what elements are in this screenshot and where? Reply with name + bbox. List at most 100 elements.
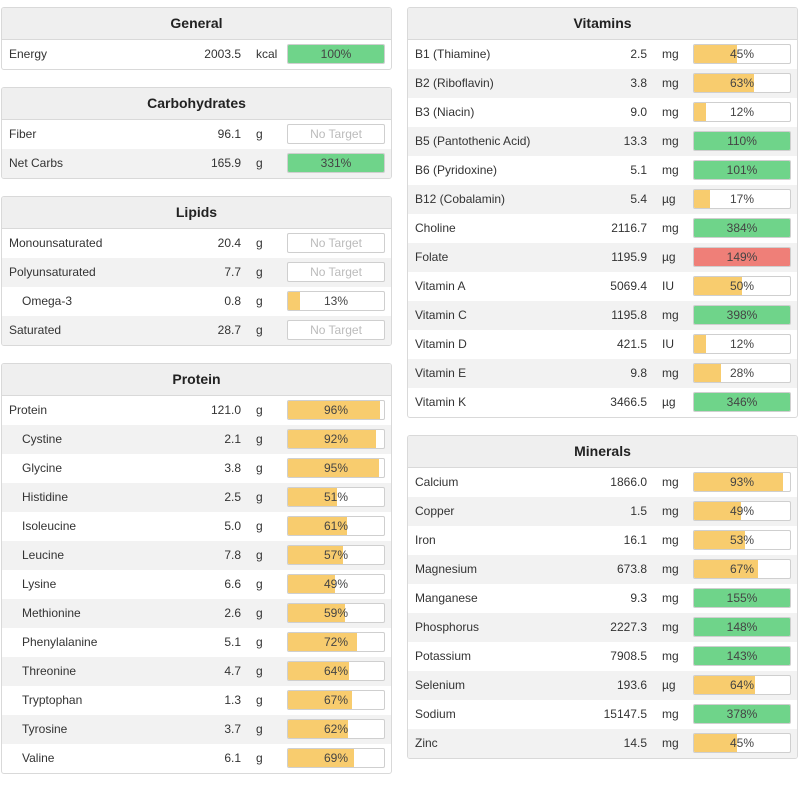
nutrient-row-methionine[interactable]: Methionine 2.6 g 59% [2,599,391,628]
nutrient-row-calcium[interactable]: Calcium 1866.0 mg 93% [408,468,797,497]
nutrient-row-copper[interactable]: Copper 1.5 mg 49% [408,497,797,526]
progress-label: No Target [310,236,362,250]
nutrient-row-leucine[interactable]: Leucine 7.8 g 57% [2,541,391,570]
nutrient-amount: 13.3 [623,134,647,148]
nutrient-amount: 20.4 [217,236,241,250]
nutrient-name: Tryptophan [22,693,83,707]
nutrient-amount: 3.8 [224,461,241,475]
nutrient-name: Net Carbs [9,156,64,170]
target-progress-bar: 17% [693,189,791,209]
target-progress-bar: 67% [693,559,791,579]
progress-label: 398% [726,308,758,322]
nutrient-amount: 165.9 [210,156,241,170]
nutrient-row-vitamin-a[interactable]: Vitamin A 5069.4 IU 50% [408,272,797,301]
nutrient-row-glycine[interactable]: Glycine 3.8 g 95% [2,454,391,483]
nutrient-row-selenium[interactable]: Selenium 193.6 µg 64% [408,671,797,700]
nutrient-unit: g [256,722,263,736]
nutrient-row-threonine[interactable]: Threonine 4.7 g 64% [2,657,391,686]
nutrient-row-iron[interactable]: Iron 16.1 mg 53% [408,526,797,555]
target-progress-bar: 57% [287,545,385,565]
progress-fill [288,604,345,622]
progress-label: 17% [729,192,755,206]
nutrient-row-vitamin-c[interactable]: Vitamin C 1195.8 mg 398% [408,301,797,330]
nutrient-amount: 16.1 [623,533,647,547]
target-progress-bar: 384% [693,218,791,238]
progress-label: No Target [310,127,362,141]
progress-label: 63% [729,76,755,90]
progress-fill [288,292,301,310]
nutrient-row-omega-3[interactable]: Omega-3 0.8 g 13% [2,287,391,316]
nutrient-row-b5-pantothenic-acid[interactable]: B5 (Pantothenic Acid) 13.3 mg 110% [408,127,797,156]
nutrient-name: Vitamin A [415,279,466,293]
nutrient-row-manganese[interactable]: Manganese 9.3 mg 155% [408,584,797,613]
nutrient-row-b2-riboflavin[interactable]: B2 (Riboflavin) 3.8 mg 63% [408,69,797,98]
nutrient-name: Folate [415,250,449,264]
nutrient-name: Isoleucine [22,519,77,533]
nutrient-name: Glycine [22,461,63,475]
progress-label: 28% [729,366,755,380]
progress-fill [694,531,745,549]
nutrient-unit: µg [662,678,676,692]
nutrient-row-zinc[interactable]: Zinc 14.5 mg 45% [408,729,797,758]
nutrient-row-saturated[interactable]: Saturated 28.7 g No Target [2,316,391,345]
nutrient-row-cystine[interactable]: Cystine 2.1 g 92% [2,425,391,454]
nutrient-row-net-carbs[interactable]: Net Carbs 165.9 g 331% [2,149,391,178]
nutrient-row-lysine[interactable]: Lysine 6.6 g 49% [2,570,391,599]
target-progress-bar: 53% [693,530,791,550]
nutrient-row-isoleucine[interactable]: Isoleucine 5.0 g 61% [2,512,391,541]
progress-label: 69% [323,751,349,765]
target-progress-bar: 149% [693,247,791,267]
target-progress-bar: 101% [693,160,791,180]
nutrient-unit: g [256,664,263,678]
progress-label: 13% [323,294,349,308]
nutrient-name: Choline [415,221,456,235]
nutrient-name: Monounsaturated [9,236,103,250]
nutrient-unit: g [256,577,263,591]
target-progress-bar: No Target [287,233,385,253]
nutrient-row-tyrosine[interactable]: Tyrosine 3.7 g 62% [2,715,391,744]
progress-label: 155% [726,591,758,605]
nutrient-row-monounsaturated[interactable]: Monounsaturated 20.4 g No Target [2,229,391,258]
nutrient-row-valine[interactable]: Valine 6.1 g 69% [2,744,391,773]
progress-fill [694,219,790,237]
progress-label: 61% [323,519,349,533]
nutrient-amount: 3.8 [630,76,647,90]
progress-fill [694,734,738,752]
nutrient-row-choline[interactable]: Choline 2116.7 mg 384% [408,214,797,243]
nutrient-row-histidine[interactable]: Histidine 2.5 g 51% [2,483,391,512]
nutrient-row-folate[interactable]: Folate 1195.9 µg 149% [408,243,797,272]
nutrient-row-b12-cobalamin[interactable]: B12 (Cobalamin) 5.4 µg 17% [408,185,797,214]
nutrient-row-phenylalanine[interactable]: Phenylalanine 5.1 g 72% [2,628,391,657]
nutrient-row-energy[interactable]: Energy 2003.5 kcal 100% [2,40,391,69]
nutrient-row-sodium[interactable]: Sodium 15147.5 mg 378% [408,700,797,729]
nutrient-name: Vitamin K [415,395,467,409]
target-progress-bar: 12% [693,102,791,122]
nutrient-row-fiber[interactable]: Fiber 96.1 g No Target [2,120,391,149]
protein-panel: Protein Protein 121.0 g 96% Cystine 2.1 g 92% Gly… [1,363,392,774]
nutrient-amount: 2.5 [224,490,241,504]
progress-label: 51% [323,490,349,504]
nutrient-amount: 5.1 [630,163,647,177]
nutrient-row-tryptophan[interactable]: Tryptophan 1.3 g 67% [2,686,391,715]
nutrient-row-vitamin-d[interactable]: Vitamin D 421.5 IU 12% [408,330,797,359]
nutrient-row-protein[interactable]: Protein 121.0 g 96% [2,396,391,425]
vitamins-panel: Vitamins B1 (Thiamine) 2.5 mg 45% B2 (Ribofla… [407,7,798,418]
nutrient-row-magnesium[interactable]: Magnesium 673.8 mg 67% [408,555,797,584]
target-progress-bar: 64% [287,661,385,681]
progress-label: 378% [726,707,758,721]
nutrient-amount: 5.1 [224,635,241,649]
nutrient-row-polyunsaturated[interactable]: Polyunsaturated 7.7 g No Target [2,258,391,287]
progress-label: No Target [310,265,362,279]
nutrient-unit: g [256,519,263,533]
nutrient-row-phosphorus[interactable]: Phosphorus 2227.3 mg 148% [408,613,797,642]
nutrient-unit: IU [662,279,674,293]
nutrient-unit: g [256,265,263,279]
nutrient-row-b1-thiamine[interactable]: B1 (Thiamine) 2.5 mg 45% [408,40,797,69]
nutrient-row-vitamin-e[interactable]: Vitamin E 9.8 mg 28% [408,359,797,388]
target-progress-bar: 49% [693,501,791,521]
nutrient-row-vitamin-k[interactable]: Vitamin K 3466.5 µg 346% [408,388,797,417]
nutrient-unit: kcal [256,47,278,61]
nutrient-row-b3-niacin[interactable]: B3 (Niacin) 9.0 mg 12% [408,98,797,127]
nutrient-row-b6-pyridoxine[interactable]: B6 (Pyridoxine) 5.1 mg 101% [408,156,797,185]
nutrient-row-potassium[interactable]: Potassium 7908.5 mg 143% [408,642,797,671]
